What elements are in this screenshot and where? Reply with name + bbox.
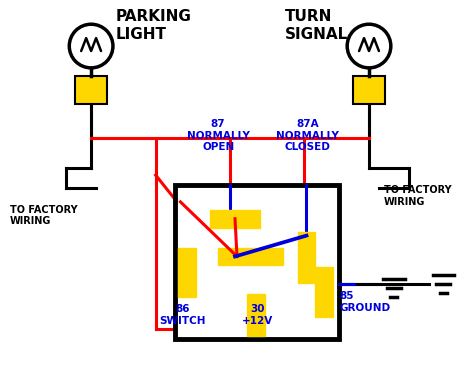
Text: TURN
SIGNAL: TURN SIGNAL: [285, 9, 348, 42]
Text: 87
NORMALLY
OPEN: 87 NORMALLY OPEN: [187, 119, 250, 152]
Bar: [175, 185, 339, 339]
Text: 86
SWITCH: 86 SWITCH: [159, 304, 206, 326]
Bar: [298, 232, 315, 283]
Bar: [218, 248, 283, 265]
Text: 87A
NORMALLY
CLOSED: 87A NORMALLY CLOSED: [276, 119, 339, 152]
Bar: [75, 76, 107, 104]
Text: PARKING
LIGHT: PARKING LIGHT: [116, 9, 192, 42]
Text: TO FACTORY
WIRING: TO FACTORY WIRING: [10, 205, 77, 227]
Bar: [210, 210, 260, 228]
Bar: [178, 248, 196, 297]
Text: TO FACTORY
WIRING: TO FACTORY WIRING: [384, 185, 452, 207]
Text: 85
GROUND: 85 GROUND: [339, 291, 391, 313]
Text: 30
+12V: 30 +12V: [242, 304, 273, 326]
Bar: [315, 268, 333, 317]
Bar: [353, 76, 385, 104]
Bar: [247, 294, 265, 336]
